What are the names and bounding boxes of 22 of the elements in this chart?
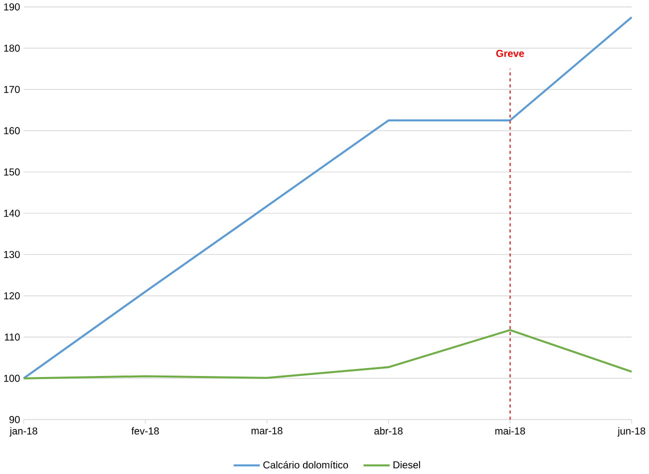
x-tick-label: jun-18	[617, 427, 646, 437]
y-tick-label: 150	[4, 168, 20, 176]
legend-label: Diesel	[394, 461, 420, 468]
y-tick-label: 90	[9, 416, 20, 424]
y-tick-label: 120	[4, 292, 20, 300]
y-tick-label: 160	[4, 127, 20, 134]
x-tick-label: fev-18	[131, 427, 159, 435]
x-tick-label: mai-18	[495, 427, 526, 435]
y-tick-label: 140	[4, 210, 20, 217]
x-tick-label: mar-18	[252, 427, 282, 434]
y-tick-label: 190	[4, 3, 20, 11]
y-tick-label: 130	[4, 251, 20, 258]
ref-line-label: Greve	[496, 50, 524, 58]
y-tick-label: 180	[4, 44, 20, 52]
x-tick-label: jan-18	[9, 427, 38, 437]
line-series	[22, 329, 633, 380]
x-tick-label: abr-18	[374, 427, 403, 435]
y-tick-label: 110	[4, 334, 20, 341]
legend-label: Calcário dolomítico	[263, 461, 348, 469]
line-series	[22, 16, 633, 380]
y-tick-label: 170	[4, 86, 20, 94]
y-tick-label: 100	[4, 374, 20, 382]
